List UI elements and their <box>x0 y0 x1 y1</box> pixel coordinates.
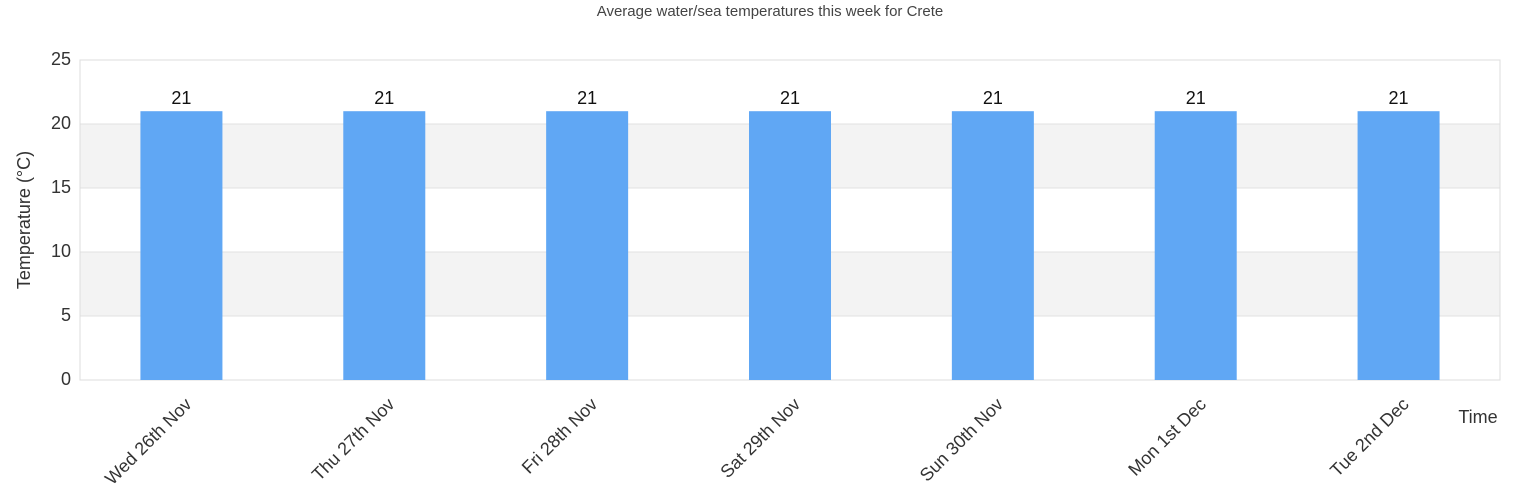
y-tick-label: 25 <box>51 49 71 69</box>
bar <box>1154 111 1237 380</box>
x-tick-label: Thu 27th Nov <box>308 394 399 485</box>
x-tick-label: Sat 29th Nov <box>716 394 804 482</box>
x-tick-label: Mon 1st Dec <box>1124 394 1210 480</box>
value-label: 21 <box>577 88 597 108</box>
y-tick-label: 20 <box>51 113 71 133</box>
bar <box>951 111 1034 380</box>
value-label: 21 <box>171 88 191 108</box>
x-tick-label: Sun 30th Nov <box>916 394 1007 485</box>
y-tick-label: 0 <box>61 369 71 389</box>
bar <box>546 111 629 380</box>
x-axis-label: Time <box>1458 407 1497 427</box>
y-tick-label: 10 <box>51 241 71 261</box>
chart-title: Average water/sea temperatures this week… <box>597 3 944 20</box>
bar <box>1357 111 1440 380</box>
y-tick-label: 15 <box>51 177 71 197</box>
bar <box>343 111 426 380</box>
value-label: 21 <box>1389 88 1409 108</box>
x-tick-label: Fri 28th Nov <box>518 394 601 477</box>
y-axis-label: Temperature (°C) <box>14 151 34 289</box>
value-label: 21 <box>983 88 1003 108</box>
value-label: 21 <box>1186 88 1206 108</box>
bar <box>140 111 223 380</box>
value-label: 21 <box>374 88 394 108</box>
x-tick-label: Tue 2nd Dec <box>1326 394 1413 481</box>
bar <box>749 111 831 380</box>
y-tick-label: 5 <box>61 305 71 325</box>
x-tick-label: Wed 26th Nov <box>101 394 196 489</box>
value-label: 21 <box>780 88 800 108</box>
